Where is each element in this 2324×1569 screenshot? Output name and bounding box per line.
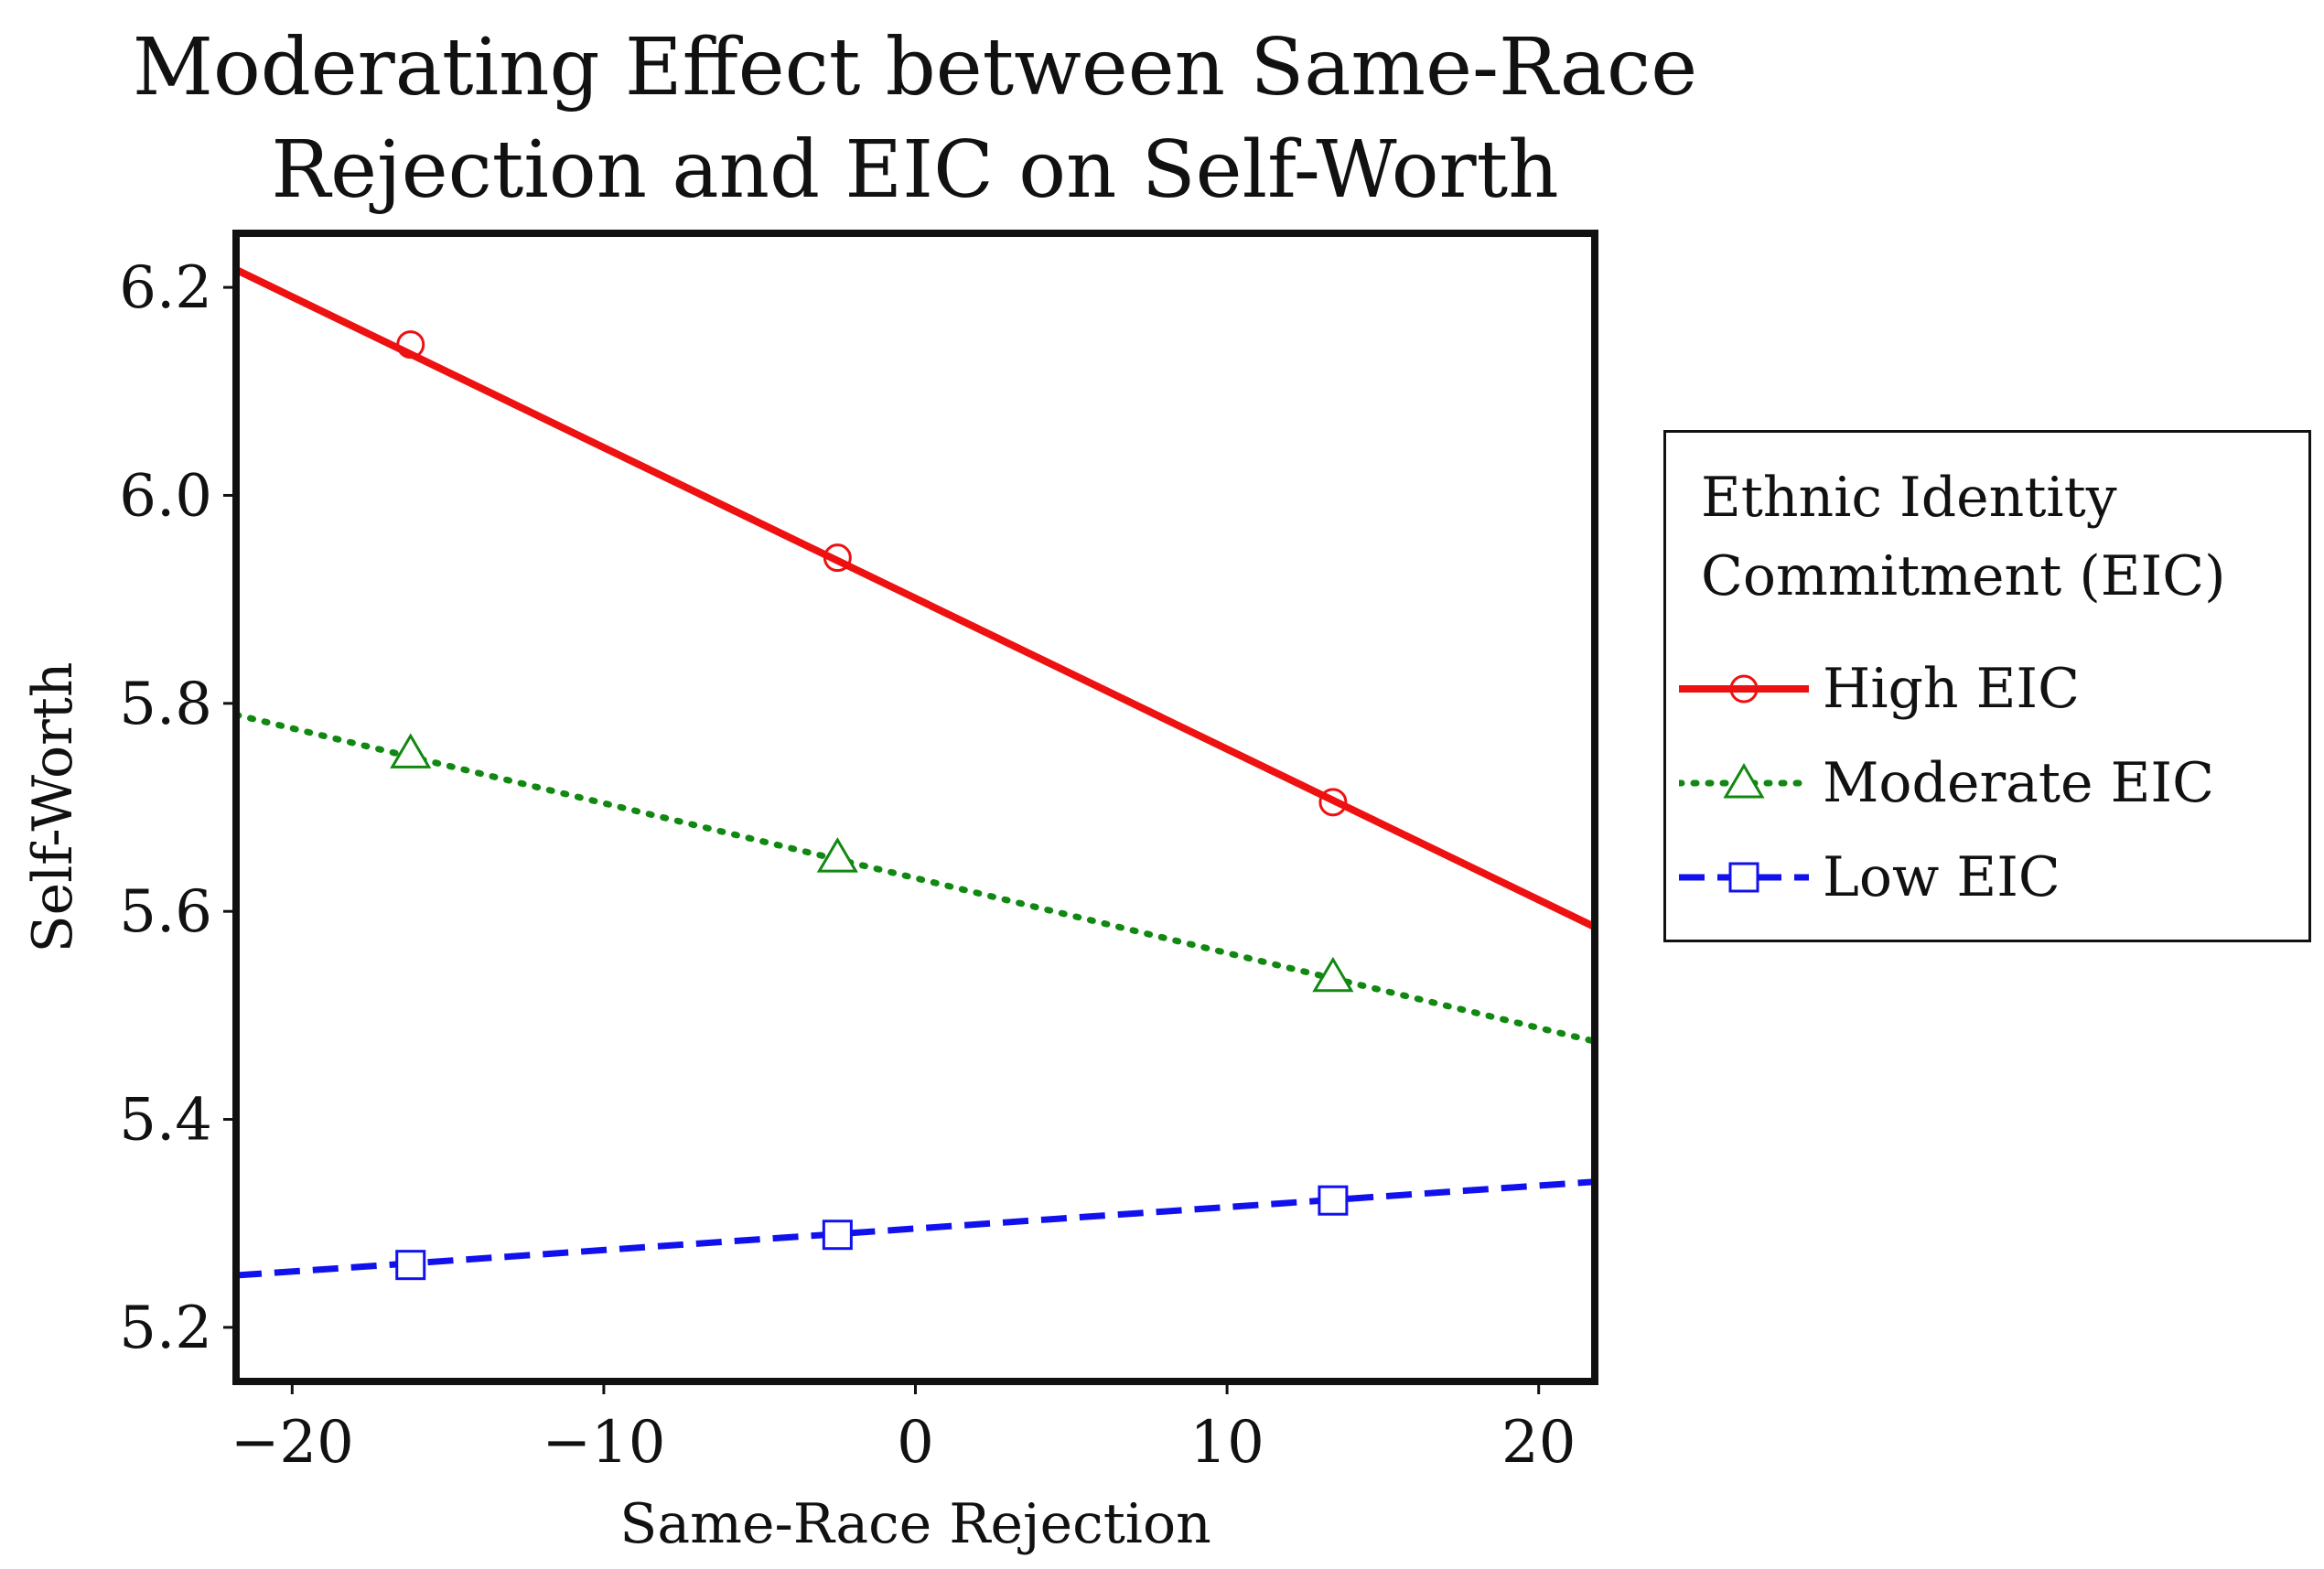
y-tick-label: 5.8 [119,671,212,738]
data-point-high-eic [396,330,425,360]
legend-swatch-high-eic [1679,674,1809,704]
chart-title-line-2: Rejection and EIC on Self-Worth [271,124,1559,216]
legend-title: Ethnic Identity Commitment (EIC) [1701,458,2226,616]
legend: Ethnic Identity Commitment (EIC) High EI… [1663,430,2311,942]
chart-title: Moderating Effect between Same-Race Reje… [0,16,1830,221]
x-axis-label: Same-Race Rejection [619,1492,1211,1556]
legend-label-low-eic: Low EIC [1823,845,2060,909]
legend-label-high-eic: High EIC [1823,657,2081,721]
x-tick-label: −20 [231,1409,354,1477]
legend-swatch-low-eic [1679,862,1809,893]
y-tick-label: 5.2 [119,1295,212,1362]
y-tick-label: 5.6 [119,878,212,946]
x-tick-label: 0 [897,1409,934,1477]
legend-marker-high-eic [1729,674,1759,704]
data-point-low-eic [1318,1185,1349,1216]
y-axis-label: Self-Worth [21,661,85,952]
series-line-moderate-eic [236,711,1595,1045]
y-tick-label: 5.4 [119,1087,212,1155]
legend-title-line-2: Commitment (EIC) [1701,544,2226,608]
data-point-high-eic [1318,788,1348,817]
legend-label-moderate-eic: Moderate EIC [1823,751,2215,815]
data-point-low-eic [822,1220,853,1251]
plot-frame [232,230,1598,1385]
y-tick-label: 6.2 [119,254,212,322]
data-point-moderate-eic [390,733,432,768]
chart-title-line-1: Moderating Effect between Same-Race [132,22,1698,113]
legend-marker-moderate-eic [1723,763,1765,799]
x-tick-label: −10 [542,1409,665,1477]
legend-swatch-moderate-eic [1679,763,1813,799]
data-point-high-eic [823,543,852,573]
x-tick-label: 20 [1501,1409,1576,1477]
legend-item-high-eic: High EIC [1679,643,2301,735]
data-point-moderate-eic [816,837,858,873]
legend-title-line-1: Ethnic Identity [1701,466,2117,530]
y-tick-label: 6.0 [119,462,212,530]
x-tick-label: 10 [1189,1409,1264,1477]
legend-marker-low-eic [1728,862,1759,893]
data-point-low-eic [395,1250,426,1281]
series-line-high-eic [236,266,1595,930]
series-line-low-eic [236,1178,1595,1279]
data-point-moderate-eic [1312,956,1354,993]
legend-item-low-eic: Low EIC [1679,832,2301,923]
legend-item-moderate-eic: Moderate EIC [1679,737,2301,829]
